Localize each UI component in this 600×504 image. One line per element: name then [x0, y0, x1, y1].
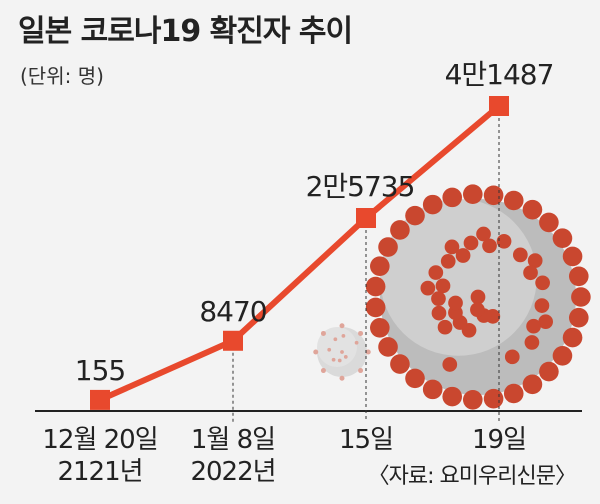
data-label: 4만1487 — [445, 58, 554, 91]
data-point — [90, 389, 110, 410]
data-point — [223, 330, 243, 351]
x-tick-label: 12월 20일 2121년 — [20, 424, 180, 488]
source-note: 〈자료: 요미우리신문〉 — [367, 464, 577, 489]
data-label: 8470 — [199, 295, 266, 328]
chart-title: 일본 코로나19 확진자 추이 — [18, 14, 353, 49]
x-tick-line: 1월 8일 — [190, 425, 276, 455]
data-point — [489, 96, 509, 116]
data-point — [356, 208, 376, 229]
data-label: 2만5735 — [306, 170, 415, 203]
x-tick-label: 19일 — [419, 424, 579, 456]
x-tick-line: 2022년 — [190, 457, 276, 487]
data-label: 155 — [75, 354, 125, 387]
x-tick-line: 15일 — [338, 425, 394, 455]
x-tick-line: 2121년 — [57, 457, 143, 487]
series-line — [98, 103, 501, 403]
x-tick-line: 12월 20일 — [42, 425, 158, 455]
x-tick-label: 1월 8일 2022년 — [153, 424, 313, 488]
unit-label: (단위: 명) — [20, 64, 104, 88]
x-tick-label: 15일 — [286, 424, 446, 456]
coronavirus-illustration — [313, 184, 591, 410]
x-tick-line: 19일 — [471, 425, 527, 455]
